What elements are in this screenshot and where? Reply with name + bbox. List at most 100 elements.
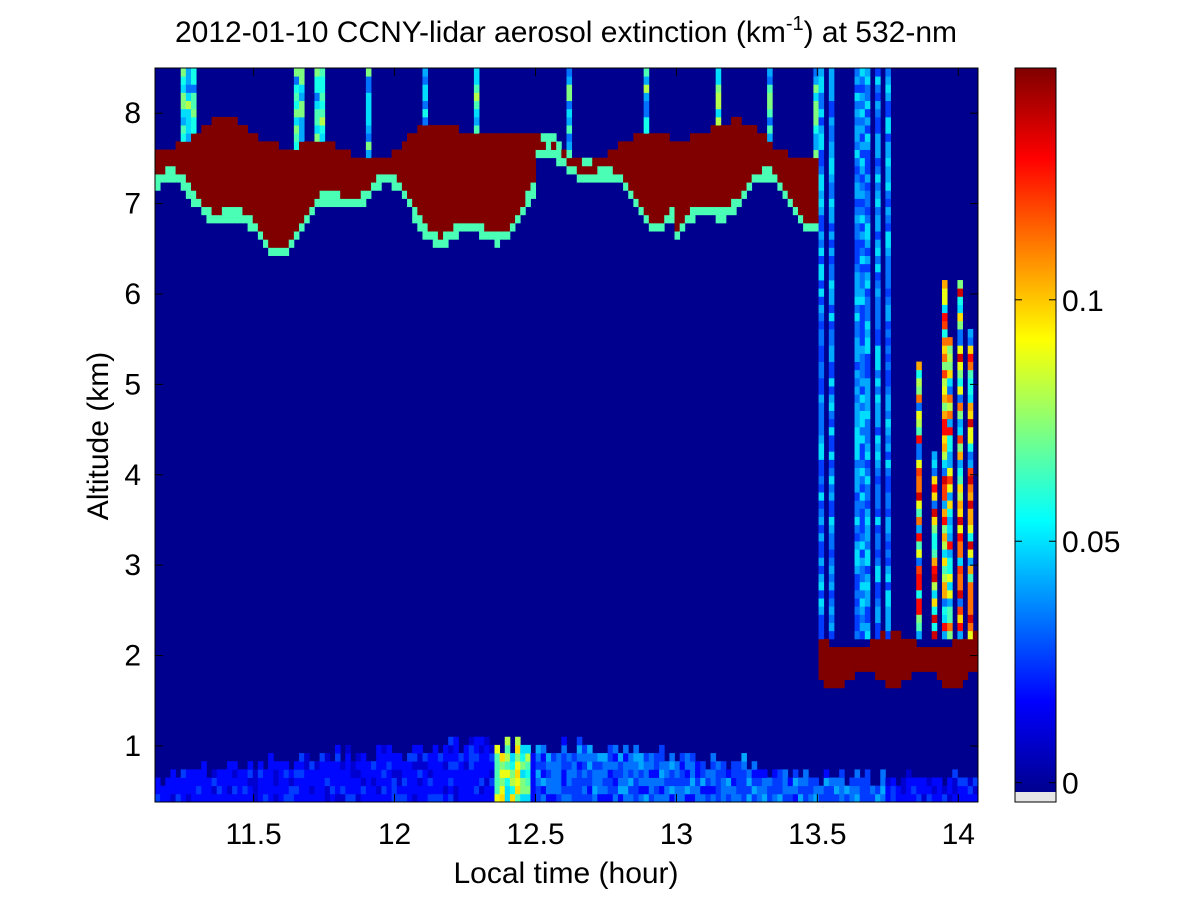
x-tick-label: 13.5 (788, 818, 846, 851)
heatmap-cell (916, 541, 922, 550)
heatmap-cell (957, 402, 963, 411)
heatmap-cell (803, 769, 809, 787)
heatmap-cell (967, 777, 974, 787)
heatmap-cell (720, 206, 727, 224)
heatmap-cell (941, 581, 948, 599)
heatmap-cell (576, 753, 583, 762)
heatmap-cell (854, 337, 861, 362)
heatmap-cell (936, 647, 943, 681)
heatmap-cell (484, 736, 490, 746)
heatmap-cell (422, 753, 429, 762)
heatmap-cell (818, 394, 825, 403)
heatmap-cell (437, 761, 444, 795)
heatmap-cell (787, 157, 794, 199)
heatmap-cell (504, 785, 511, 802)
heatmap-cell (659, 769, 665, 778)
heatmap-cell (941, 459, 948, 469)
heatmap-cell (587, 785, 593, 795)
heatmap-cell (437, 125, 444, 240)
heatmap-cell (931, 581, 938, 591)
heatmap-cell (386, 174, 393, 183)
heatmap-cell (612, 785, 619, 795)
heatmap-cell (828, 598, 835, 607)
heatmap-cell (473, 222, 480, 232)
heatmap-cell (648, 769, 655, 778)
heatmap-cell (859, 541, 866, 550)
heatmap-cell (957, 573, 963, 591)
heatmap-cell (941, 353, 948, 362)
heatmap-cell (494, 744, 501, 754)
heatmap-cell (875, 255, 881, 265)
heatmap-cell (787, 777, 794, 787)
heatmap-cell (196, 769, 202, 787)
heatmap-cell (859, 459, 866, 469)
heatmap-cell (551, 149, 557, 159)
heatmap-cell (664, 133, 670, 216)
heatmap-cell (818, 116, 825, 126)
heatmap-cell (293, 125, 300, 134)
heatmap-cell (715, 84, 722, 93)
heatmap-cell (381, 769, 387, 778)
heatmap-cell (592, 793, 598, 802)
heatmap-cell (864, 451, 871, 460)
heatmap-cell (885, 92, 891, 102)
heatmap-cell (916, 492, 922, 501)
heatmap-cell (875, 483, 881, 509)
heatmap-cell (941, 377, 948, 387)
y-axis-label: Altitude (km) (82, 352, 115, 520)
heatmap-cell (875, 165, 881, 175)
heatmap-cell (247, 214, 254, 232)
heatmap-cell (957, 614, 963, 623)
heatmap-cell (556, 753, 562, 795)
heatmap-cell (232, 116, 238, 208)
heatmap-cell (828, 516, 835, 526)
heatmap-cell (715, 769, 722, 802)
heatmap-cell (576, 157, 583, 175)
heatmap-cell (628, 753, 634, 770)
heatmap-cell (237, 769, 243, 802)
heatmap-cell (844, 785, 850, 795)
heatmap-cell (479, 222, 485, 240)
heatmap-cell (216, 116, 223, 216)
heatmap-cell (299, 92, 305, 102)
heatmap-cell (412, 133, 418, 208)
heatmap-cell (818, 239, 825, 248)
heatmap-cell (895, 785, 902, 802)
heatmap-cell (597, 165, 603, 183)
heatmap-cell (175, 793, 182, 802)
heatmap-cell (396, 149, 403, 183)
heatmap-cell (643, 116, 650, 134)
heatmap-cell (911, 777, 917, 787)
heatmap-cell (941, 793, 948, 802)
heatmap-cell (365, 761, 372, 802)
heatmap-cell (859, 149, 866, 159)
heatmap-cell (818, 190, 825, 199)
heatmap-cell (931, 451, 938, 460)
heatmap-cell (741, 761, 747, 770)
heatmap-cell (725, 793, 732, 802)
heatmap-cell (504, 753, 511, 762)
heatmap-cell (854, 614, 861, 632)
heatmap-cell (875, 68, 881, 77)
heatmap-cell (556, 141, 562, 167)
heatmap-cell (427, 769, 434, 778)
heatmap-cell (751, 793, 758, 802)
heatmap-cell (967, 793, 974, 802)
heatmap-cell (355, 761, 362, 770)
heatmap-cell (859, 198, 866, 208)
heatmap-cell (525, 793, 531, 802)
heatmap-cell (191, 190, 197, 208)
heatmap-cell (921, 647, 927, 672)
heatmap-cell (880, 793, 886, 802)
heatmap-cell (947, 345, 953, 354)
heatmap-cell (767, 125, 773, 134)
heatmap-cell (597, 793, 603, 802)
heatmap-cell (746, 793, 753, 802)
heatmap-cell (473, 133, 480, 224)
heatmap-cell (864, 328, 871, 338)
heatmap-cell (170, 769, 176, 795)
heatmap-cell (859, 68, 866, 77)
heatmap-cell (700, 133, 706, 208)
heatmap-cell (689, 133, 696, 208)
heatmap-cell (839, 647, 845, 689)
